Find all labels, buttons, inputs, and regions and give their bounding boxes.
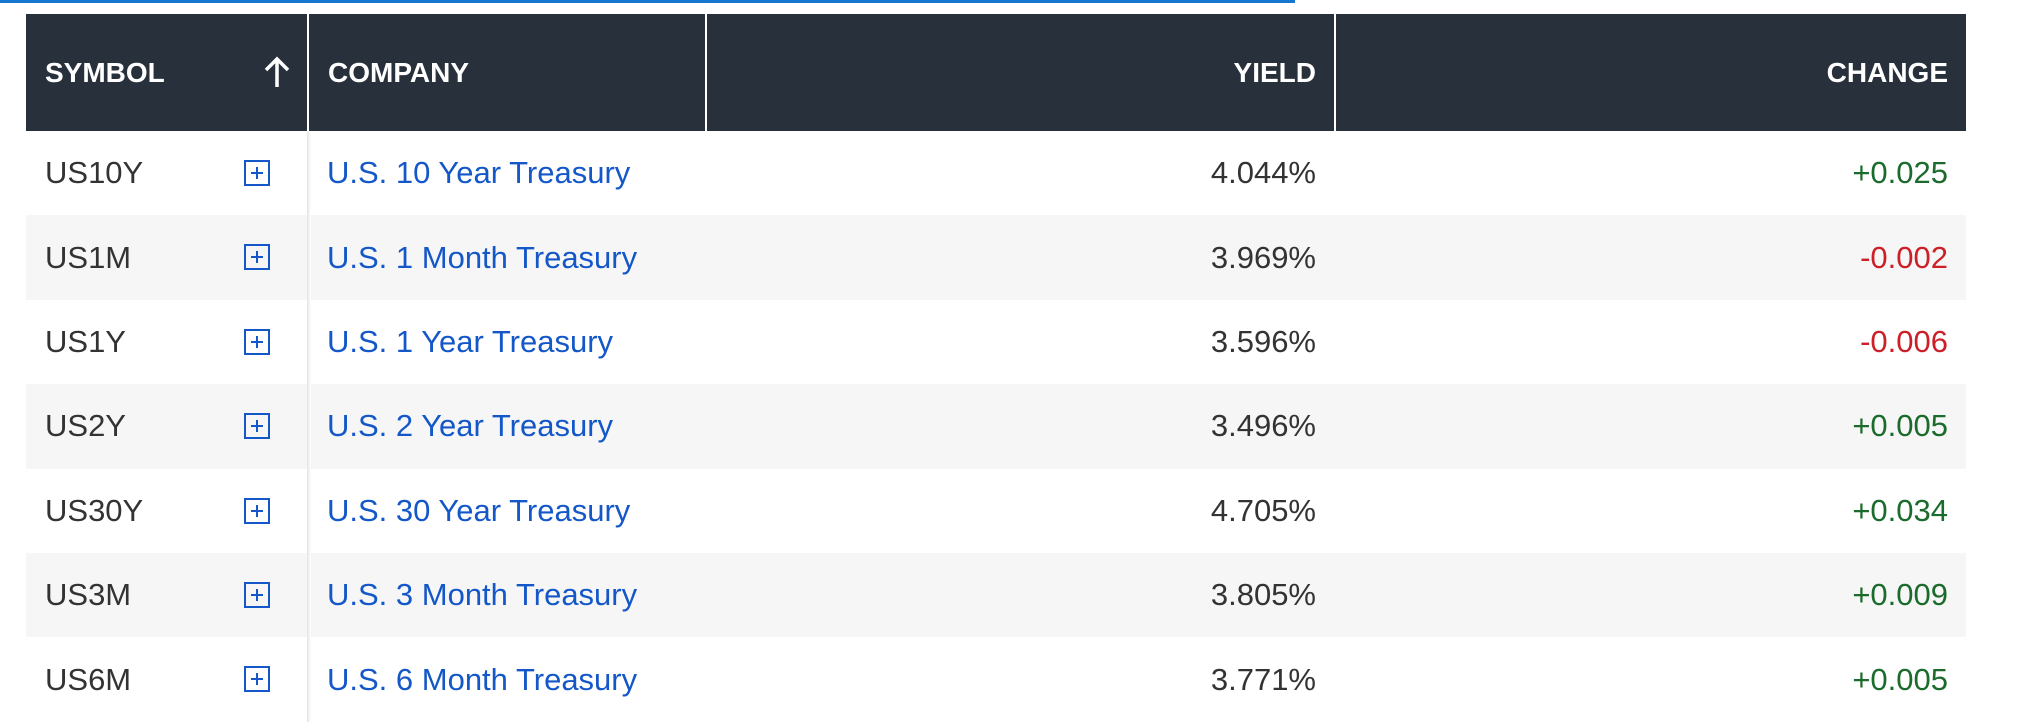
- yield: 3.496%: [1210, 408, 1316, 444]
- table-row: US6M U.S. 6 Month Treasury 3.771% +0.005: [26, 637, 1966, 722]
- company-link[interactable]: U.S. 2 Year Treasury: [327, 408, 614, 444]
- column-divider: [307, 553, 311, 638]
- yield: 4.044%: [1210, 155, 1316, 191]
- symbol: US2Y: [45, 408, 126, 444]
- change: +0.034: [1852, 492, 1948, 528]
- add-button[interactable]: [244, 582, 270, 608]
- change: +0.009: [1852, 577, 1948, 613]
- symbol: US1Y: [45, 323, 126, 359]
- column-divider: [307, 299, 311, 385]
- column-divider: [307, 637, 311, 722]
- add-button[interactable]: [244, 497, 270, 524]
- column-header[interactable]: COMPANY: [307, 14, 705, 131]
- column-header[interactable]: CHANGE: [1334, 14, 1966, 131]
- company-link[interactable]: U.S. 1 Year Treasury: [327, 323, 614, 359]
- table-row: US3M U.S. 3 Month Treasury 3.805% +0.009: [26, 553, 1966, 638]
- column-header[interactable]: SYMBOL: [26, 14, 307, 131]
- change: -0.002: [1860, 239, 1948, 275]
- symbol: US6M: [45, 661, 132, 697]
- company-link[interactable]: U.S. 1 Month Treasury: [327, 239, 638, 275]
- sort-arrow[interactable]: [262, 55, 292, 89]
- company-link[interactable]: U.S. 30 Year Treasury: [327, 492, 631, 528]
- yield: 3.969%: [1210, 239, 1316, 275]
- column-divider: [307, 131, 311, 216]
- company-link[interactable]: U.S. 6 Month Treasury: [327, 661, 638, 697]
- change: -0.006: [1860, 323, 1948, 359]
- column-divider: [307, 468, 311, 553]
- company-link[interactable]: U.S. 10 Year Treasury: [327, 155, 631, 191]
- change: +0.005: [1852, 408, 1948, 444]
- yield: 3.596%: [1210, 323, 1316, 359]
- symbol: US30Y: [45, 492, 144, 528]
- table-row: US10Y U.S. 10 Year Treasury 4.044% +0.025: [26, 131, 1966, 216]
- add-button[interactable]: [244, 413, 270, 440]
- yield: 4.705%: [1210, 492, 1316, 528]
- company-link[interactable]: U.S. 3 Month Treasury: [327, 577, 638, 613]
- symbol: US1M: [45, 239, 132, 275]
- table-row: US30Y U.S. 30 Year Treasury 4.705% +0.034: [26, 468, 1966, 553]
- column-divider: [307, 384, 311, 469]
- table-row: US1M U.S. 1 Month Treasury 3.969% -0.002: [26, 215, 1966, 300]
- add-button[interactable]: [244, 244, 270, 271]
- add-button[interactable]: [244, 160, 270, 186]
- progress-bar: [0, 0, 1295, 3]
- yield: 3.805%: [1210, 577, 1316, 613]
- change: +0.025: [1852, 155, 1948, 191]
- add-button[interactable]: [244, 666, 270, 693]
- column-divider: [307, 215, 311, 300]
- column-header[interactable]: YIELD: [705, 14, 1334, 131]
- table-row: US1Y U.S. 1 Year Treasury 3.596% -0.006: [26, 299, 1966, 385]
- add-button[interactable]: [244, 328, 270, 355]
- table-row: US2Y U.S. 2 Year Treasury 3.496% +0.005: [26, 384, 1966, 469]
- yield: 3.771%: [1210, 661, 1316, 697]
- change: +0.005: [1852, 661, 1948, 697]
- symbol: US10Y: [45, 155, 144, 191]
- symbol: US3M: [45, 577, 132, 613]
